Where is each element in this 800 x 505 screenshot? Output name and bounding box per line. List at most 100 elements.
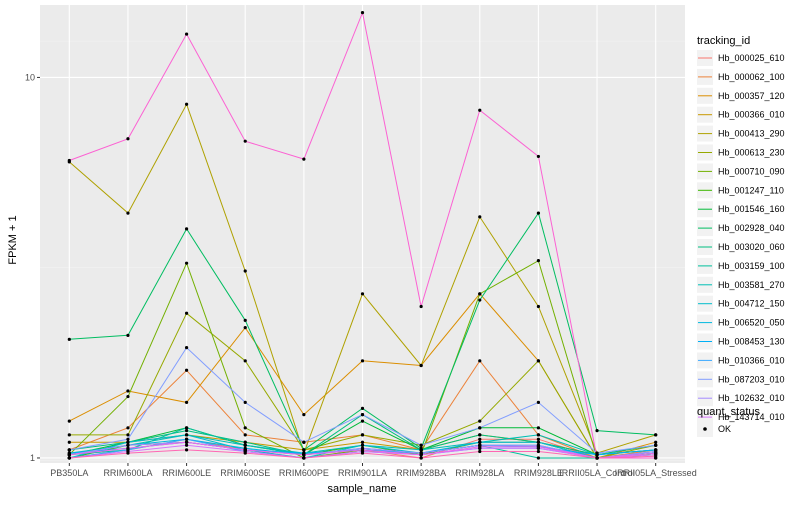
data-point: [184, 443, 189, 447]
data-point: [478, 359, 482, 363]
data-point: [478, 445, 482, 449]
data-point: [67, 337, 71, 341]
legend-label: Hb_006520_050: [718, 318, 785, 328]
data-point: [360, 413, 365, 417]
data-point: [478, 215, 482, 219]
data-point: [67, 453, 71, 457]
x-tick-label: RRIM901LA: [338, 468, 387, 478]
data-point: [478, 449, 482, 454]
x-axis-title: sample_name: [327, 483, 396, 495]
data-point: [243, 139, 247, 143]
x-tick-label: RRIM600PE: [279, 468, 329, 478]
data-point: [184, 433, 189, 437]
data-point: [126, 333, 130, 337]
legend-label: Hb_008453_130: [718, 337, 785, 347]
data-point: [360, 419, 365, 423]
data-point: [126, 394, 130, 399]
data-point: [126, 451, 130, 455]
data-point: [419, 453, 423, 457]
data-point: [67, 456, 71, 460]
legend-label: Hb_004712_150: [718, 299, 785, 309]
legend-label: Hb_000710_090: [718, 166, 785, 176]
shape-legend-label: OK: [718, 424, 731, 434]
x-tick-label: RRIM928LA: [455, 468, 504, 478]
x-tick-label: RRIM928BA: [396, 468, 446, 478]
legend-label: Hb_143714_010: [718, 412, 785, 422]
legend-label: Hb_000366_010: [718, 110, 785, 120]
data-point: [243, 400, 247, 404]
data-point: [302, 453, 306, 457]
shape-legend-title: quant_status: [697, 406, 760, 418]
data-point: [654, 433, 658, 437]
data-point: [536, 433, 541, 437]
data-point: [360, 440, 365, 444]
data-point: [360, 406, 365, 410]
data-point: [243, 269, 247, 273]
axis-layer: 1 10 PB350LA RRIM600LA RRIM600LE RRIM600SE RRI…: [25, 72, 697, 478]
data-point: [302, 440, 306, 444]
data-point: [302, 456, 306, 460]
data-point: [302, 413, 306, 417]
data-point: [536, 437, 541, 441]
data-point: [419, 443, 423, 447]
data-point: [184, 345, 189, 350]
data-point: [536, 445, 541, 449]
data-point: [243, 326, 247, 330]
data-point: [478, 298, 482, 302]
data-point: [360, 292, 365, 296]
data-point: [126, 433, 130, 437]
data-point: [67, 433, 71, 437]
data-point: [67, 158, 71, 163]
legend-label: Hb_087203_010: [718, 374, 785, 384]
data-point: [536, 426, 541, 430]
data-point: [536, 449, 541, 454]
legend-label: Hb_010366_010: [718, 355, 785, 365]
data-point: [184, 368, 189, 372]
x-tick-label: IRRII05LA_Control: [559, 468, 635, 478]
data-point: [419, 448, 423, 452]
legend-label: Hb_003581_270: [718, 280, 785, 290]
data-point: [243, 433, 247, 437]
data-point: [184, 426, 189, 430]
data-point: [184, 32, 189, 36]
data-point: [126, 446, 130, 450]
data-point: [478, 433, 482, 437]
data-point: [126, 443, 130, 447]
data-point: [67, 419, 71, 423]
data-point: [126, 389, 130, 393]
y-tick-label: 1: [30, 453, 35, 463]
data-point: [595, 429, 599, 433]
data-point: [67, 440, 71, 444]
legend-label: Hb_001247_110: [718, 185, 784, 195]
data-point: [360, 359, 365, 363]
legend-label: Hb_000613_230: [718, 148, 785, 158]
data-point: [536, 154, 541, 159]
data-point: [478, 292, 482, 296]
data-point: [536, 440, 541, 444]
legend-label: Hb_000413_290: [718, 129, 785, 139]
legend-items: Hb_000025_610 Hb_000062_100 Hb_000357_120 H…: [697, 50, 785, 426]
point-layer: [67, 11, 658, 460]
legend-label: Hb_002928_040: [718, 223, 785, 233]
data-point: [536, 400, 541, 404]
data-point: [184, 400, 189, 404]
data-point: [126, 211, 130, 215]
data-point: [536, 359, 541, 363]
data-point: [243, 451, 247, 455]
data-point: [478, 437, 482, 441]
data-point: [184, 102, 189, 106]
data-point: [654, 443, 658, 447]
data-point: [184, 448, 189, 452]
data-point: [184, 261, 189, 265]
data-point: [360, 433, 365, 437]
data-point: [536, 211, 541, 215]
data-point: [419, 304, 423, 309]
data-point: [126, 440, 130, 444]
data-point: [360, 11, 365, 15]
data-point: [243, 448, 247, 452]
x-tick-label: RRIM600SE: [220, 468, 270, 478]
data-point: [126, 137, 130, 141]
data-point: [360, 448, 365, 452]
data-point: [184, 429, 189, 433]
